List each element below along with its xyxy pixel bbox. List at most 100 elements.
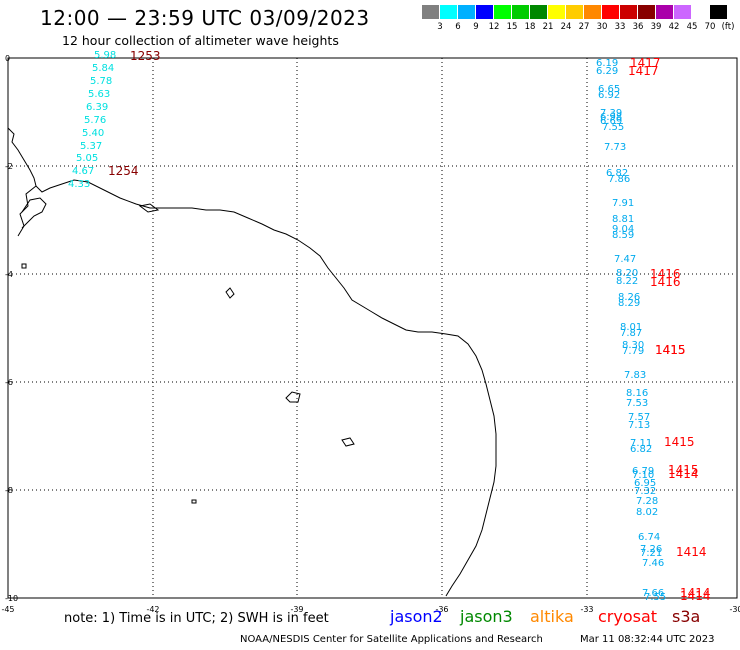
scale-swatch xyxy=(620,5,638,19)
scale-swatch xyxy=(548,5,566,19)
wave-height-label: 6.39 xyxy=(86,102,108,113)
wave-height-label: 6.65 xyxy=(598,84,620,95)
pass-time-label: 1415 xyxy=(655,343,686,357)
wave-height-label: 7.55 xyxy=(644,592,666,603)
y-tick-label: -4 xyxy=(5,270,13,279)
coastline-main xyxy=(17,179,497,597)
scale-swatch xyxy=(494,5,512,19)
wave-height-label: 7.26 xyxy=(640,544,662,555)
wave-height-label: 6.95 xyxy=(634,478,656,489)
pass-time-label: 1416 xyxy=(650,267,681,281)
wave-height-label: 7.39 xyxy=(600,108,622,119)
pass-time-label: 1417 xyxy=(630,56,661,70)
wave-height-label: 5.05 xyxy=(76,153,98,164)
pass-time-label: 1417 xyxy=(628,64,659,78)
scale-swatch xyxy=(422,5,440,19)
wave-height-labels: 5.98 5.84 5.78 5.63 6.39 5.76 5.40 5.375.05 4.67… xyxy=(68,50,666,603)
wave-height-label: 5.37 xyxy=(80,141,102,152)
scale-swatch xyxy=(440,5,458,19)
scale-swatch xyxy=(476,5,494,19)
island xyxy=(138,203,160,213)
axis-ticks: -45 -42 -39 -36 -33 -30 0 -2 -4 -6 -8 -10 xyxy=(1,54,740,614)
scale-label: 36 xyxy=(632,22,644,32)
coastline xyxy=(7,127,497,597)
satellite-legend-item: cryosat xyxy=(598,607,658,626)
y-tick-label: 0 xyxy=(5,54,10,63)
island xyxy=(341,437,355,447)
satellite-legend-item: s3a xyxy=(672,607,701,626)
wave-height-label: 6.79 xyxy=(632,466,654,477)
wave-height-label: 6.82 xyxy=(630,444,652,455)
pass-time-labels: 1253125414171417141614161415141514151415… xyxy=(108,49,711,603)
wave-height-label: 9.04 xyxy=(612,224,634,235)
pass-time-label: 1415 xyxy=(655,343,686,357)
scale-swatch xyxy=(512,5,530,19)
y-tick-label: -10 xyxy=(5,594,18,603)
scale-swatch xyxy=(530,5,548,19)
wave-height-label: 7.53 xyxy=(626,398,648,409)
wave-height-label: 8.59 xyxy=(612,230,634,241)
wave-height-label: 8.22 xyxy=(616,276,638,287)
scale-swatch xyxy=(566,5,584,19)
units-note: note: 1) Time is in UTC; 2) SWH is in fe… xyxy=(64,611,329,626)
wave-height-label: 7.86 xyxy=(608,174,630,185)
x-tick-label: -30 xyxy=(729,605,740,614)
wave-height-label: 6.92 xyxy=(598,90,620,101)
wave-height-label: 7.46 xyxy=(642,558,664,569)
wave-height-label: 6.19 xyxy=(596,58,618,69)
wave-height-label: 7.55 xyxy=(602,122,624,133)
scale-label: 3 xyxy=(437,22,443,32)
wave-height-label: 7.66 xyxy=(642,588,664,599)
wave-height-label: 8.01 xyxy=(620,322,642,333)
wave-height-label: 7.47 xyxy=(614,254,636,265)
satellite-legend-item: jason2 xyxy=(390,607,443,626)
wave-height-label: 8.20 xyxy=(616,268,638,279)
x-tick-label: -36 xyxy=(435,605,448,614)
wave-height-label: 5.98 xyxy=(94,50,116,61)
wave-height-label: 7.87 xyxy=(620,328,642,339)
x-tick-label: -42 xyxy=(146,605,159,614)
wave-height-label: 6.74 xyxy=(638,532,660,543)
scale-label: 12 xyxy=(488,22,500,32)
wave-height-label: 5.63 xyxy=(88,89,110,100)
scale-swatch xyxy=(674,5,692,19)
wave-height-label: 7.32 xyxy=(634,486,656,497)
island xyxy=(225,287,235,299)
scale-label: 6 xyxy=(455,22,461,32)
scale-swatch xyxy=(602,5,620,19)
scale-label: 39 xyxy=(650,22,662,32)
scale-swatch xyxy=(584,5,602,19)
pass-time-label: 1414 xyxy=(676,545,707,559)
satellite-legend-item: altika xyxy=(530,607,574,626)
scale-label: 24 xyxy=(560,22,572,32)
x-tick-label: -39 xyxy=(290,605,303,614)
wave-height-label: 6.29 xyxy=(596,66,618,77)
generated-timestamp: Mar 11 08:32:44 UTC 2023 xyxy=(580,634,715,645)
pass-time-label: 1416 xyxy=(650,275,681,289)
wave-height-label: 7.73 xyxy=(604,142,626,153)
wave-height-label: 8.81 xyxy=(612,214,634,225)
scale-label: 9 xyxy=(473,22,479,32)
y-tick-label: -8 xyxy=(5,486,13,495)
wave-height-label: 7.28 xyxy=(636,496,658,507)
scale-label: 70 xyxy=(704,22,716,32)
scale-swatch xyxy=(638,5,656,19)
pass-time-label: 1415 xyxy=(668,463,699,477)
scale-swatch xyxy=(458,5,476,19)
wave-height-label: 7.21 xyxy=(640,548,662,559)
coastline-delta xyxy=(7,127,47,229)
wave-height-label: 7.91 xyxy=(612,198,634,209)
x-tick-label: -33 xyxy=(580,605,593,614)
wave-height-label: 5.40 xyxy=(82,128,104,139)
wave-height-color-scale xyxy=(422,5,728,19)
scale-label: 27 xyxy=(578,22,590,32)
scale-label: (ft) xyxy=(721,22,735,32)
wave-height-label: 8.30 xyxy=(622,340,644,351)
scale-label: 30 xyxy=(596,22,608,32)
wave-height-label: 6.98 xyxy=(600,112,622,123)
credit-line: NOAA/NESDIS Center for Satellite Applica… xyxy=(240,634,543,645)
scale-swatch xyxy=(692,5,710,19)
wave-height-label: 7.13 xyxy=(628,420,650,431)
map-title: 12:00 — 23:59 UTC 03/09/2023 xyxy=(40,6,370,30)
